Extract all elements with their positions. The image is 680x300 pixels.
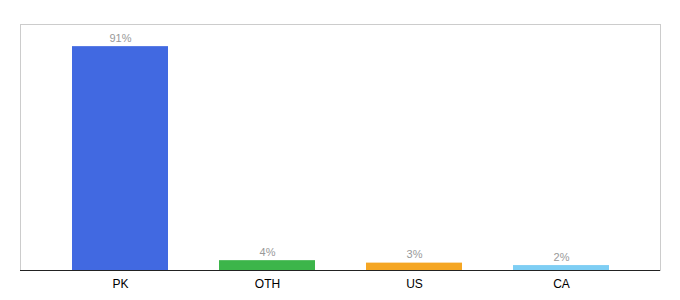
svg-text:US: US <box>406 277 423 291</box>
svg-text:OTH: OTH <box>255 277 280 291</box>
svg-text:91%: 91% <box>109 32 131 44</box>
svg-text:4%: 4% <box>260 246 276 258</box>
svg-text:PK: PK <box>112 277 128 291</box>
svg-text:CA: CA <box>553 277 570 291</box>
svg-text:3%: 3% <box>407 248 423 260</box>
svg-text:2%: 2% <box>554 251 570 263</box>
